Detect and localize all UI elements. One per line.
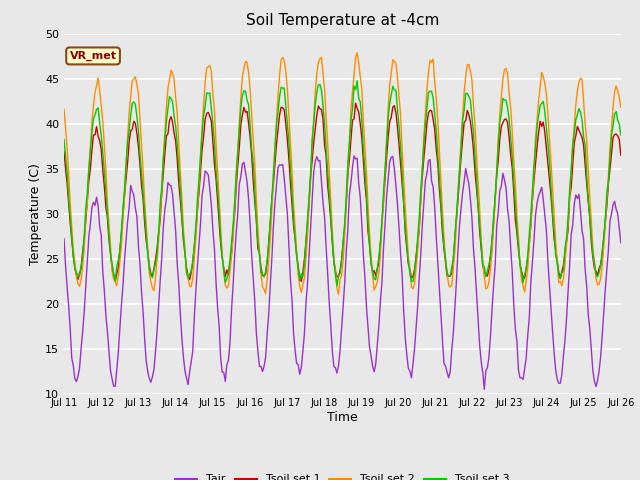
Tair <box>226 340 234 346</box>
Tsoil set 2 <box>60 106 68 112</box>
Tsoil set 3 <box>244 102 252 108</box>
Tsoil set 1 <box>589 254 596 260</box>
Tsoil set 3 <box>226 256 234 262</box>
Line: Tsoil set 3: Tsoil set 3 <box>64 81 621 286</box>
Line: Tsoil set 1: Tsoil set 1 <box>64 103 621 281</box>
Text: VR_met: VR_met <box>70 51 116 61</box>
Tsoil set 2 <box>353 50 361 56</box>
Tsoil set 1 <box>617 152 625 158</box>
Tair <box>254 348 262 354</box>
Tsoil set 1 <box>226 261 234 267</box>
Tsoil set 2 <box>254 226 262 231</box>
Tsoil set 1 <box>352 100 360 106</box>
X-axis label: Time: Time <box>327 411 358 424</box>
Tsoil set 2 <box>303 233 311 239</box>
Title: Soil Temperature at -4cm: Soil Temperature at -4cm <box>246 13 439 28</box>
Tair <box>129 189 136 194</box>
Tsoil set 2 <box>129 78 136 84</box>
Tair <box>350 153 358 159</box>
Tsoil set 2 <box>617 104 625 110</box>
Tsoil set 1 <box>244 120 252 126</box>
Tsoil set 1 <box>60 149 68 155</box>
Tsoil set 3 <box>589 252 596 258</box>
Tair <box>303 281 311 287</box>
Tair <box>481 386 488 392</box>
Tsoil set 1 <box>305 200 313 206</box>
Tsoil set 1 <box>129 126 136 132</box>
Tsoil set 1 <box>298 278 305 284</box>
Tsoil set 3 <box>303 217 311 223</box>
Tsoil set 2 <box>244 70 252 75</box>
Tair <box>244 196 252 202</box>
Tsoil set 3 <box>333 283 341 289</box>
Line: Tair: Tair <box>64 156 621 389</box>
Tsoil set 3 <box>617 132 625 138</box>
Tair <box>60 236 68 241</box>
Tsoil set 2 <box>226 268 234 274</box>
Tsoil set 2 <box>589 246 596 252</box>
Legend: Tair, Tsoil set 1, Tsoil set 2, Tsoil set 3: Tair, Tsoil set 1, Tsoil set 2, Tsoil se… <box>171 470 514 480</box>
Tsoil set 3 <box>60 136 68 142</box>
Tsoil set 1 <box>254 245 262 251</box>
Tair <box>617 240 625 246</box>
Tsoil set 3 <box>353 78 361 84</box>
Tsoil set 3 <box>254 239 262 245</box>
Tsoil set 2 <box>335 291 342 297</box>
Tsoil set 3 <box>129 100 136 106</box>
Y-axis label: Temperature (C): Temperature (C) <box>29 163 42 264</box>
Line: Tsoil set 2: Tsoil set 2 <box>64 53 621 294</box>
Tair <box>589 368 596 374</box>
